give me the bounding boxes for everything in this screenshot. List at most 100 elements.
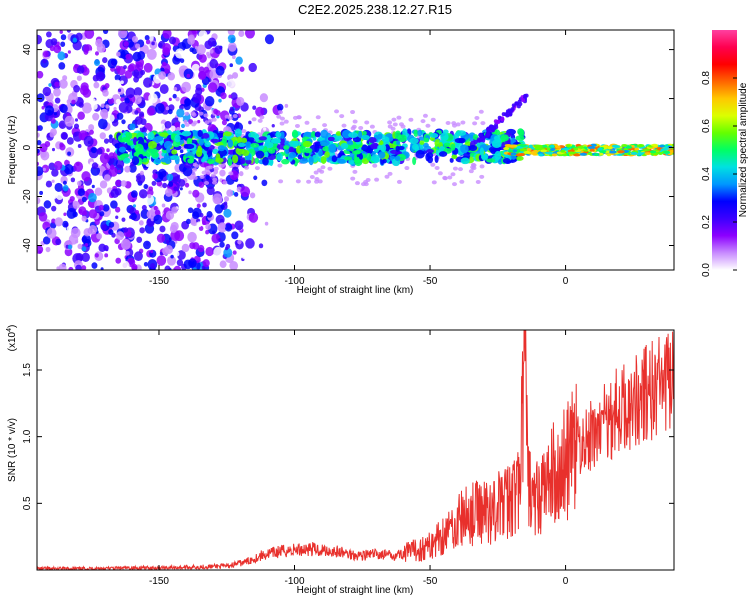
noise-blob (143, 77, 153, 88)
noise-blob (37, 125, 41, 132)
noise-blob (51, 147, 56, 152)
noise-blob (192, 211, 200, 220)
haze-blob (474, 115, 480, 120)
noise-blob (198, 70, 206, 79)
band-blob (197, 129, 203, 138)
noise-blob (76, 75, 82, 82)
haze-blob (199, 174, 205, 179)
band-blob (486, 158, 496, 163)
noise-blob (264, 34, 275, 45)
noise-blob (140, 69, 146, 76)
noise-blob (218, 98, 222, 103)
haze-blob (212, 177, 218, 182)
haze-blob (276, 114, 282, 119)
strong-blob (642, 148, 651, 152)
noise-blob (108, 152, 115, 159)
haze-blob (334, 109, 340, 114)
noise-blob (188, 118, 194, 125)
noise-blob (224, 246, 229, 251)
noise-blob (167, 72, 176, 81)
haze-blob (369, 124, 375, 129)
noise-blob (184, 200, 189, 206)
band-blob (122, 157, 131, 164)
noise-blob (81, 246, 87, 252)
band-blob (142, 158, 148, 163)
band-blob (415, 150, 425, 159)
noise-blob (231, 231, 239, 240)
streak-blob (500, 117, 505, 122)
haze-blob (437, 171, 443, 176)
noise-blob (223, 208, 232, 218)
noise-blob (258, 243, 264, 249)
noise-blob (91, 262, 98, 269)
band-blob (262, 156, 269, 166)
noise-blob (183, 259, 193, 270)
streak-blob (495, 120, 500, 125)
haze-blob (457, 167, 463, 172)
noise-blob (229, 106, 234, 112)
haze-blob (279, 116, 285, 121)
noise-blob (239, 66, 245, 72)
noise-blob (107, 114, 115, 123)
noise-blob (235, 56, 243, 65)
noise-blob (130, 212, 137, 221)
noise-blob (176, 250, 186, 260)
haze-blob (452, 182, 458, 187)
colorbar-label: Normalized spectral amplitude (738, 82, 749, 217)
noise-blob (63, 212, 67, 217)
noise-blob (115, 215, 119, 220)
spectrogram-xlabel: Height of straight line (km) (297, 285, 414, 296)
band-blob (246, 137, 255, 143)
noise-blob (49, 131, 55, 138)
strong-blob (503, 147, 510, 151)
band-blob (434, 155, 439, 164)
noise-blob (72, 201, 80, 209)
noise-blob (194, 45, 199, 50)
haze-blob (316, 168, 322, 173)
band-blob (438, 151, 448, 157)
noise-blob (40, 150, 47, 158)
noise-blob (54, 182, 63, 192)
noise-blob (145, 39, 151, 45)
haze-blob (210, 173, 216, 178)
band-blob (491, 139, 502, 149)
band-blob (204, 141, 211, 148)
band-blob (291, 129, 298, 139)
band-blob (299, 144, 306, 153)
noise-blob (164, 120, 172, 129)
noise-blob (83, 135, 94, 147)
snr-frame (36, 329, 675, 571)
haze-blob (479, 164, 485, 169)
noise-blob (158, 123, 166, 131)
band-blob (368, 137, 377, 144)
noise-blob (57, 45, 61, 50)
noise-blob (84, 30, 95, 39)
noise-blob (139, 111, 145, 117)
noise-blob (233, 192, 239, 197)
noise-blob (187, 207, 194, 214)
band-blob (184, 143, 195, 150)
noise-blob (192, 242, 200, 250)
noise-blob (67, 244, 73, 250)
noise-blob (91, 102, 98, 110)
noise-blob (165, 210, 175, 220)
noise-blob (151, 180, 157, 186)
noise-blob (188, 190, 192, 195)
strong-blob (555, 145, 561, 149)
band-blob (217, 132, 224, 138)
noise-blob (37, 93, 45, 103)
noise-blob (205, 175, 210, 180)
noise-blob (50, 38, 58, 46)
band-blob (502, 158, 511, 164)
noise-blob (102, 89, 109, 97)
noise-blob (99, 180, 108, 189)
noise-blob (154, 209, 161, 216)
haze-blob (350, 110, 356, 115)
band-blob (234, 128, 242, 138)
noise-blob (134, 116, 143, 125)
noise-blob (219, 218, 224, 224)
band-blob (276, 152, 283, 162)
band-blob (493, 135, 499, 141)
noise-blob (87, 50, 95, 59)
noise-blob (202, 259, 210, 268)
